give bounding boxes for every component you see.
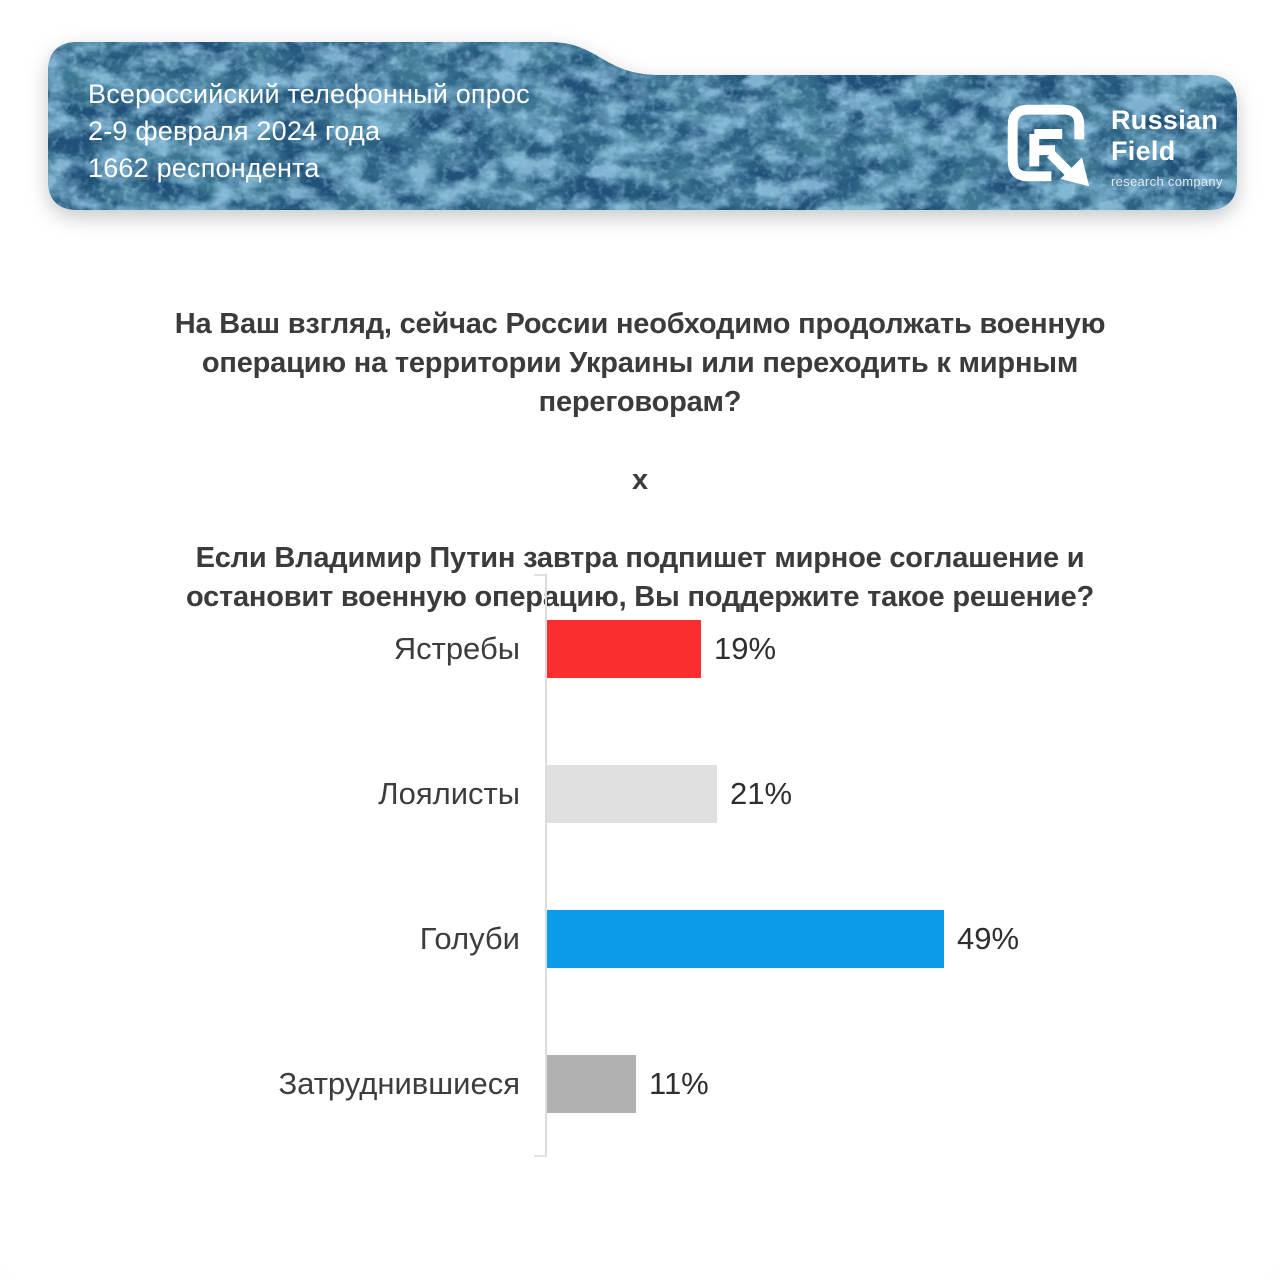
russian-field-logo-icon: [1007, 104, 1090, 187]
question-separator: х: [632, 464, 648, 496]
value-label: 21%: [730, 775, 793, 811]
bar-area: 49%: [547, 909, 1020, 968]
chart-row: Лоялисты 21%: [0, 721, 1280, 866]
logo-title-line2: Field: [1111, 136, 1176, 166]
banner-background: [48, 42, 1237, 210]
bar-area: 19%: [547, 619, 777, 678]
category-label: Лоялисты: [378, 775, 520, 811]
bar: [547, 764, 717, 823]
survey-meta-line2: 2-9 февраля 2024 года: [88, 116, 381, 146]
question-part2: Если Владимир Путин завтра подпишет мирн…: [185, 542, 1095, 613]
bar: [547, 619, 701, 678]
survey-meta: Всероссийский телефонный опрос 2-9 февра…: [88, 76, 530, 187]
logo-title-line1: Russian: [1111, 105, 1219, 135]
chart-rows: Ястребы 19% Лоялисты 21% Голуби 49% Затруднивш…: [0, 576, 1280, 1156]
chart-row: Голуби 49%: [0, 866, 1280, 1011]
question-block: На Ваш взгляд, сейчас России необходимо …: [80, 266, 1200, 656]
question-part1: На Ваш взгляд, сейчас России необходимо …: [174, 308, 1106, 418]
category-label: Затруднившиеся: [278, 1065, 520, 1101]
bar-area: 21%: [547, 764, 793, 823]
logo-subtitle: research company: [1111, 174, 1223, 189]
russian-field-logo: Russian Field research company: [1001, 97, 1223, 189]
chart-row: Ястребы 19%: [0, 576, 1280, 721]
chart-row: Затруднившиеся 11%: [0, 1011, 1280, 1156]
value-label: 49%: [957, 920, 1020, 956]
chart-baseline-axis: [545, 574, 547, 1157]
survey-meta-line3: 1662 респондента: [88, 153, 320, 183]
category-label: Ястребы: [393, 630, 520, 666]
value-label: 11%: [649, 1065, 709, 1101]
bar: [547, 909, 944, 968]
value-label: 19%: [714, 630, 777, 666]
bar-area: 11%: [547, 1054, 709, 1113]
axis-tick-bottom: [534, 1155, 545, 1157]
axis-tick-top: [534, 574, 545, 576]
survey-meta-line1: Всероссийский телефонный опрос: [88, 79, 530, 109]
logo-wordmark: Russian Field research company: [1111, 105, 1223, 189]
bar: [547, 1054, 636, 1113]
category-label: Голуби: [419, 920, 520, 956]
